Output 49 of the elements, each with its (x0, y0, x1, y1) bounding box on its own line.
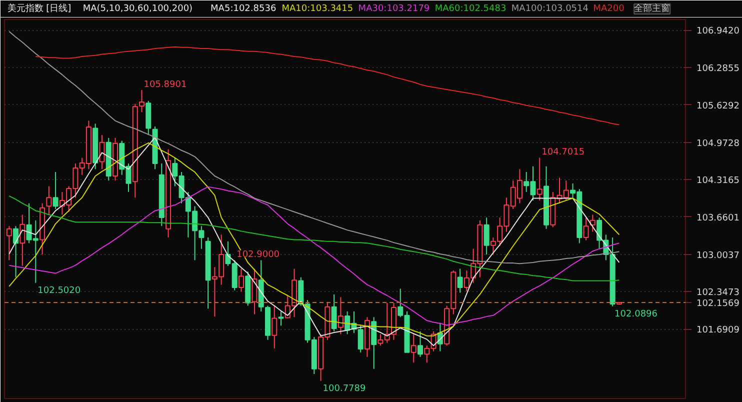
candlestick (238, 268, 244, 292)
text: MA30:103.2179 (358, 4, 430, 14)
y-tick-label: 104.3165 (696, 176, 740, 186)
y-tick-label: 103.0037 (696, 250, 740, 261)
text: MA100:103.0514 (511, 4, 589, 14)
annotation: 102.5020 (38, 286, 81, 296)
y-tick-label: 106.2855 (696, 64, 740, 74)
candlestick (331, 294, 337, 332)
y-tick-label: 106.9420 (696, 26, 740, 37)
y-tick-label: 104.9728 (696, 138, 740, 149)
candlestick (46, 186, 52, 216)
candlestick (20, 214, 26, 266)
line-series (8, 195, 620, 282)
candlestick (590, 214, 596, 232)
y-tick-label: 102.3473 (696, 288, 740, 298)
annotation: 100.7789 (322, 384, 366, 394)
text: MA5:102.8536 (210, 4, 276, 14)
annotation: 102.9000 (236, 250, 280, 260)
candlestick (536, 157, 542, 201)
ref-line-label: 102.1569 (696, 299, 740, 310)
candlestick (272, 305, 278, 349)
candlestick (418, 330, 424, 358)
text: 全部主窗 (634, 3, 670, 14)
text: MA10:103.3415 (282, 4, 354, 14)
candlestick (457, 268, 463, 294)
candlestick (252, 268, 258, 315)
y-tick-label: 101.6909 (696, 326, 740, 336)
candlestick (338, 296, 344, 335)
annotation: 104.7015 (542, 148, 585, 158)
line-series (8, 30, 620, 264)
annotation: 105.8901 (144, 80, 187, 90)
y-tick-label: 103.6601 (696, 213, 740, 224)
candlestick (278, 310, 284, 326)
line-series (35, 46, 620, 126)
candlestick (13, 226, 19, 278)
text: MA60:102.5483 (434, 4, 506, 14)
candlestick (583, 217, 589, 241)
candlestick (484, 217, 490, 256)
candlestick (298, 276, 304, 306)
candlestick (139, 90, 145, 113)
text: MA200 (593, 4, 625, 14)
chart-title: 美元指数 [日线] (7, 3, 72, 14)
chart-subtitle: MA(5,10,30,60,100,200) (82, 4, 193, 14)
y-tick-label: 105.6292 (696, 101, 740, 112)
annotation: 102.0896 (614, 309, 658, 320)
candlestick (410, 334, 416, 364)
candlestick (52, 172, 58, 210)
candlestick (371, 316, 377, 370)
candlestick (99, 134, 105, 170)
